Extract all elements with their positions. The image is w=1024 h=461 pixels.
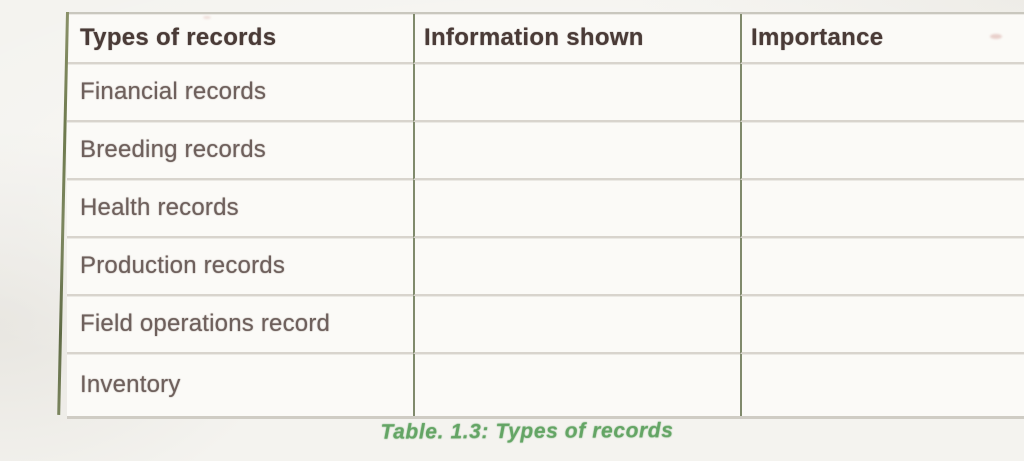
- row-label-field-operations-record: Field operations record: [67, 296, 413, 354]
- header-cell-types-of-records: Types of records: [67, 14, 413, 64]
- information-cell: [413, 122, 740, 180]
- row-label-financial-records: Financial records: [67, 64, 413, 122]
- types-of-records-table: Types of records Information shown Impor…: [57, 11, 1024, 419]
- row-label-production-records: Production records: [67, 238, 413, 296]
- header-cell-importance: Importance: [740, 14, 1024, 64]
- importance-cell: [740, 296, 1024, 354]
- information-cell: [413, 296, 740, 354]
- scan-smudge: [203, 16, 211, 19]
- table-caption: Table. 1.3: Types of records: [380, 419, 674, 444]
- header-cell-information-shown: Information shown: [413, 14, 740, 64]
- row-label-health-records: Health records: [67, 180, 413, 238]
- information-cell: [413, 180, 740, 238]
- table-grid: Types of records Information shown Impor…: [67, 12, 1024, 419]
- importance-cell: [740, 354, 1024, 416]
- importance-cell: [740, 122, 1024, 180]
- importance-cell: [740, 64, 1024, 122]
- information-cell: [413, 354, 740, 416]
- information-cell: [413, 64, 740, 122]
- scan-smudge: [990, 34, 1002, 39]
- importance-cell: [740, 238, 1024, 296]
- information-cell: [413, 238, 740, 296]
- row-label-inventory: Inventory: [67, 354, 413, 416]
- row-label-breeding-records: Breeding records: [67, 122, 413, 180]
- importance-cell: [740, 180, 1024, 238]
